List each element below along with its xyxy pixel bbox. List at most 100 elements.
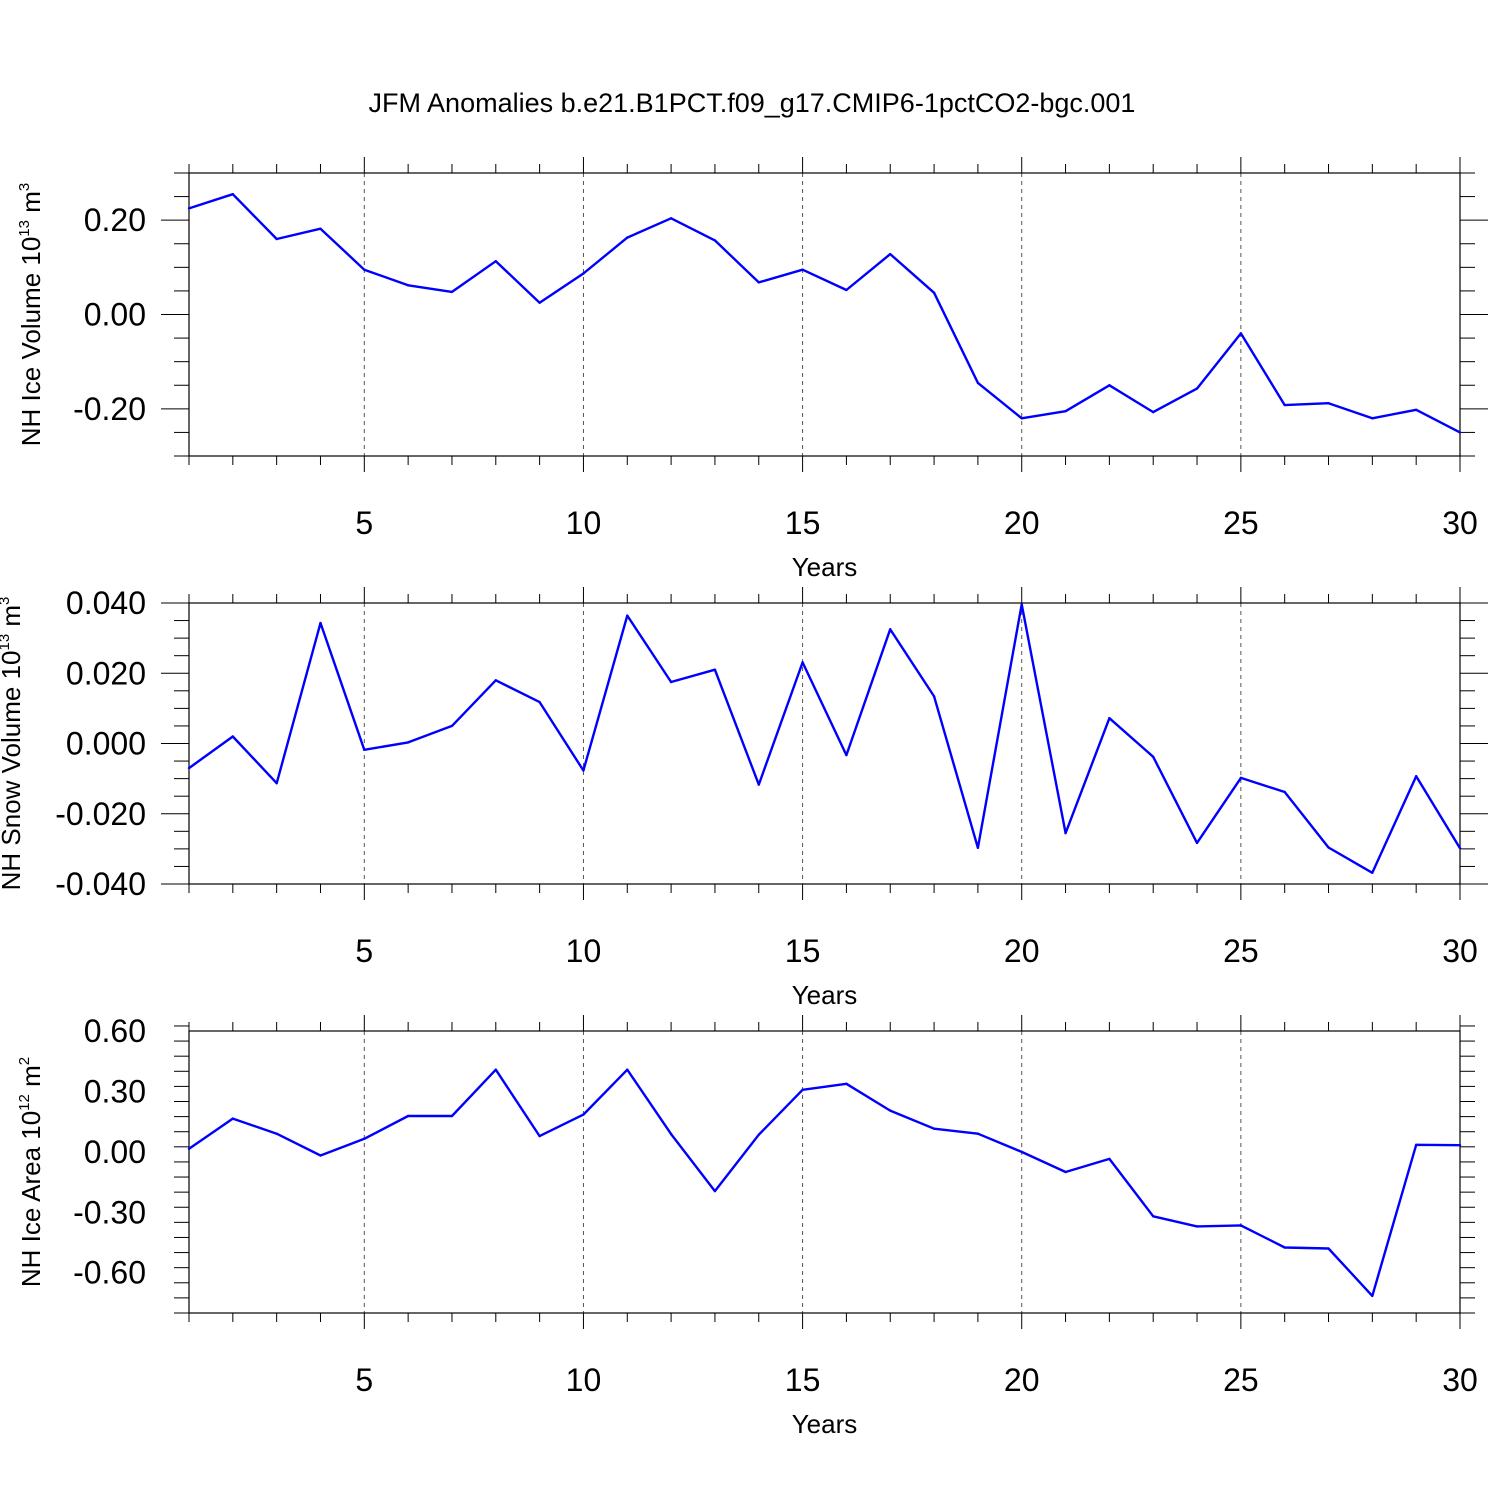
plot-frame xyxy=(188,1030,1461,1314)
x-tick-label: 15 xyxy=(785,505,821,541)
y-tick-label: 0.040 xyxy=(66,585,146,621)
y-axis-label-part: m xyxy=(16,191,46,220)
x-tick-label: 20 xyxy=(1004,505,1040,541)
x-tick-label: 15 xyxy=(785,1362,821,1398)
data-point xyxy=(1108,384,1111,387)
x-tick-label: 10 xyxy=(566,933,602,969)
data-point xyxy=(538,700,541,704)
data-point xyxy=(187,766,191,770)
data-point xyxy=(713,1189,717,1193)
data-point xyxy=(932,695,936,698)
data-point xyxy=(626,614,629,617)
x-tick-label: 25 xyxy=(1223,1362,1259,1398)
y-axis-label-part: NH Ice Area 10 xyxy=(16,1111,46,1287)
y-axis-label: NH Ice Area 1012 m2 xyxy=(16,1057,46,1287)
data-point xyxy=(1239,332,1243,335)
data-point xyxy=(1414,774,1418,778)
series-line xyxy=(188,603,1462,874)
data-point xyxy=(976,846,980,850)
data-point xyxy=(845,753,848,757)
y-tick-label: -0.20 xyxy=(73,391,146,427)
data-point xyxy=(406,284,410,287)
data-point xyxy=(1239,1224,1243,1227)
data-point xyxy=(450,290,454,294)
x-tick-label: 30 xyxy=(1442,933,1478,969)
y-tick-label: -0.60 xyxy=(73,1255,146,1291)
data-point xyxy=(976,1132,980,1135)
plot-frame xyxy=(188,172,1461,457)
y-tick-label: 0.30 xyxy=(84,1073,146,1109)
chart-title: JFM Anomalies b.e21.B1PCT.f09_g17.CMIP6-… xyxy=(369,88,1136,118)
data-point xyxy=(1020,603,1023,606)
y-tick-label: 0.00 xyxy=(84,297,146,333)
panel-2: 5 10 15 20 25 30 -0.040 -0.020 0.000 0.020 0.040 Ye… xyxy=(0,585,1488,1010)
data-point xyxy=(1152,1215,1155,1218)
data-point xyxy=(1064,831,1067,835)
data-point xyxy=(363,268,366,271)
data-point xyxy=(976,381,980,385)
x-tick-label: 30 xyxy=(1442,505,1478,541)
x-tick-label: 30 xyxy=(1442,1362,1478,1398)
series-line xyxy=(188,192,1461,434)
data-point xyxy=(406,741,410,744)
x-tick-label: 25 xyxy=(1223,933,1259,969)
data-point xyxy=(494,1068,497,1071)
data-point xyxy=(626,1068,629,1071)
data-point xyxy=(231,1117,235,1120)
panel-1: 5 10 15 20 25 30 -0.20 0.00 0.20 Years NH Ice Volu… xyxy=(16,157,1488,582)
data-point xyxy=(363,1137,366,1140)
data-point xyxy=(1152,755,1155,759)
series-line xyxy=(188,1068,1461,1298)
x-tick-label: 25 xyxy=(1223,505,1259,541)
data-point xyxy=(1371,1294,1374,1298)
data-point xyxy=(582,272,585,275)
data-point xyxy=(845,288,848,292)
x-axis-label: Years xyxy=(792,552,858,582)
data-point xyxy=(275,1132,278,1135)
data-point xyxy=(932,291,936,295)
data-point xyxy=(1064,1170,1067,1174)
data-point xyxy=(1283,1246,1286,1249)
x-tick-label: 15 xyxy=(785,933,821,969)
panel-3: 5 10 15 20 25 30 -0.60 -0.30 0.00 0.30 0.60 Years NH… xyxy=(16,1013,1478,1439)
data-point xyxy=(801,661,804,664)
y-axis-label: NH Snow Volume 1013 m3 xyxy=(0,597,26,891)
data-point xyxy=(363,748,366,752)
y-axis-label-part: 3 xyxy=(16,183,33,191)
x-tick-label: 5 xyxy=(355,505,373,541)
data-point xyxy=(1020,1150,1023,1154)
data-point xyxy=(669,217,673,220)
data-point xyxy=(1327,401,1330,405)
y-axis-label-part: 2 xyxy=(16,1057,33,1065)
data-point xyxy=(1458,846,1462,850)
y-axis-label-part: 3 xyxy=(0,597,13,605)
y-tick-label: 0.20 xyxy=(84,202,146,238)
data-point xyxy=(889,1109,892,1112)
y-tick-label: 0.000 xyxy=(66,726,146,762)
plot-frame xyxy=(188,602,1461,885)
data-point xyxy=(450,724,454,728)
y-axis-label-part: m xyxy=(16,1065,46,1094)
data-point xyxy=(494,679,497,682)
data-point xyxy=(406,1114,410,1118)
data-point xyxy=(582,769,585,772)
y-tick-label: -0.30 xyxy=(73,1194,146,1230)
y-tick-label: -0.040 xyxy=(55,866,146,902)
data-point xyxy=(275,781,278,785)
data-point xyxy=(231,193,235,196)
data-point xyxy=(713,239,717,242)
data-point xyxy=(1371,417,1374,420)
data-point xyxy=(187,1147,191,1151)
x-tick-label: 20 xyxy=(1004,933,1040,969)
data-point xyxy=(494,260,497,263)
x-axis-label: Years xyxy=(792,980,858,1010)
y-axis-label-part: m xyxy=(0,605,26,634)
y-axis-label-part: NH Ice Volume 10 xyxy=(16,237,46,447)
data-point xyxy=(319,227,322,230)
y-axis-label-part: 13 xyxy=(16,220,33,237)
data-point xyxy=(757,783,760,786)
x-tick-label: 5 xyxy=(355,933,373,969)
y-tick-label: 0.60 xyxy=(84,1013,146,1049)
